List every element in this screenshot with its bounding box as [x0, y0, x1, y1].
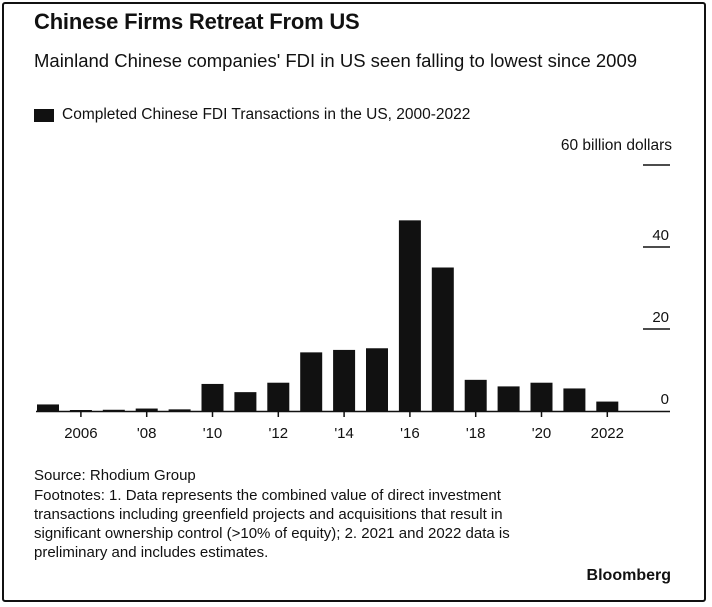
legend-swatch: [34, 108, 54, 122]
bar-2009: [168, 409, 191, 411]
bar-2008: [135, 408, 158, 411]
bar-2021: [563, 388, 586, 411]
x-tick-label-2020: '20: [532, 425, 552, 442]
legend-label: Completed Chinese FDI Transactions in th…: [62, 106, 471, 123]
x-tick-label-2006: 2006: [64, 425, 97, 442]
x-tick-label-2016: '16: [400, 425, 420, 442]
bar-2015: [366, 348, 388, 411]
bar-2017: [431, 267, 454, 411]
x-tick-label-2008: '08: [137, 425, 157, 442]
y-tick-label-20: 20: [652, 309, 669, 326]
bar-2014: [333, 349, 356, 411]
bar-2018: [464, 379, 487, 411]
y-axis-unit-label: 60 billion dollars: [560, 137, 672, 154]
bar-2011: [234, 392, 257, 411]
chart-subtitle: Mainland Chinese companies' FDI in US se…: [34, 50, 638, 71]
bar-2005: [37, 404, 59, 411]
bar-2013: [300, 352, 323, 411]
x-tick-label-2010: '10: [203, 425, 223, 442]
bar-2020: [530, 382, 553, 411]
bar-2006: [69, 410, 92, 411]
footnotes: Footnotes: 1. Data represents the combin…: [34, 487, 510, 561]
x-tick-label-2012: '12: [269, 425, 289, 442]
x-tick-label-2018: '18: [466, 425, 486, 442]
bar-2016: [398, 220, 421, 411]
bloomberg-logo: Bloomberg: [586, 567, 671, 584]
chart-title: Chinese Firms Retreat From US: [34, 9, 360, 34]
bar-2019: [497, 386, 520, 411]
chart-frame: [2, 2, 706, 602]
bar-2007: [102, 409, 125, 411]
y-tick-label-40: 40: [652, 227, 669, 244]
source-note: Source: Rhodium Group: [34, 467, 196, 484]
x-tick-label-2014: '14: [334, 425, 354, 442]
y-tick-label-0: 0: [661, 391, 669, 408]
bar-2022: [596, 401, 619, 411]
x-tick-label-2022: 2022: [591, 425, 624, 442]
bar-2012: [267, 382, 290, 411]
legend: Completed Chinese FDI Transactions in th…: [34, 106, 470, 124]
bar-2010: [201, 383, 224, 411]
